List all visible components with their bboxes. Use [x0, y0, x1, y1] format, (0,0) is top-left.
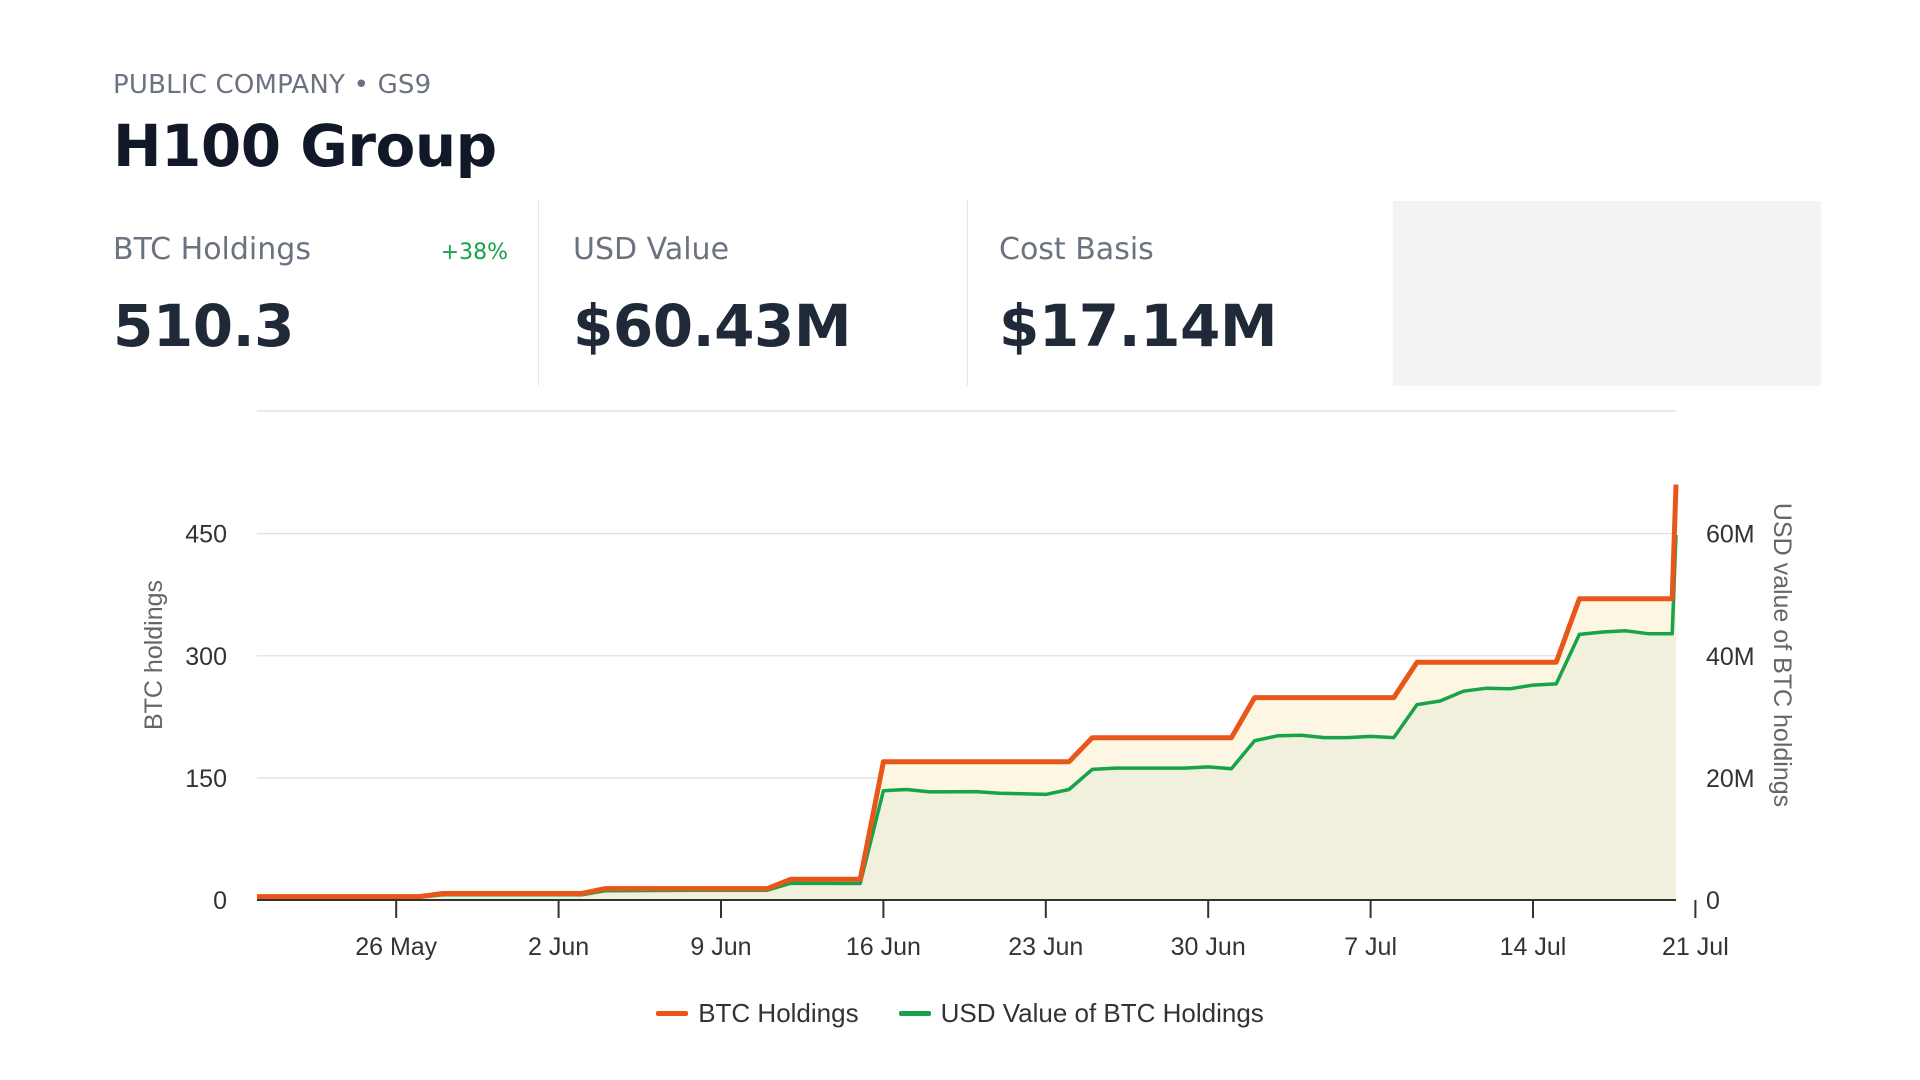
holdings-chart: 0 150 300 450 0 20M 40M 60M BTC holdings USD valu… [140, 410, 1796, 961]
legend-label-usd: USD Value of BTC Holdings [940, 998, 1264, 1028]
legend-item-btc-holdings[interactable]: BTC Holdings [656, 998, 859, 1029]
stat-cost-basis-label: Cost Basis [999, 232, 1154, 267]
y2-axis-title: USD value of BTC holdings [1768, 503, 1796, 807]
x-tick-label: 26 May [355, 933, 437, 961]
y2-tick-label: 0 [1706, 887, 1720, 915]
x-tick-label: 23 Jun [1008, 933, 1083, 961]
page-title: H100 Group [113, 112, 497, 180]
y-axis-title: BTC holdings [140, 580, 168, 730]
legend-label-btc: BTC Holdings [698, 998, 859, 1028]
stat-divider [967, 200, 968, 386]
x-tick-label: 2 Jun [528, 933, 589, 961]
stat-btc-holdings: BTC Holdings +38% 510.3 [113, 200, 538, 386]
stat-usd-value-value: $60.43M [573, 292, 852, 360]
usd-value-area [257, 534, 1676, 900]
y-tick-label: 0 [213, 887, 227, 915]
subtitle: PUBLIC COMPANY • GS9 [113, 70, 432, 100]
placeholder-panel [1393, 201, 1821, 386]
stat-usd-value: USD Value $60.43M [573, 200, 963, 386]
series-lines [257, 484, 1679, 900]
tick-labels: 0 150 300 450 0 20M 40M 60M BTC holdings USD valu… [140, 503, 1796, 961]
legend-item-usd-value[interactable]: USD Value of BTC Holdings [898, 998, 1264, 1029]
y2-tick-label: 40M [1706, 643, 1755, 671]
stat-cost-basis-value: $17.14M [999, 292, 1278, 360]
btc-holdings-line [257, 484, 1679, 900]
legend-swatch-usd [898, 1011, 931, 1016]
series-areas [257, 484, 1676, 900]
y-tick-label: 300 [185, 643, 227, 671]
x-tick-label: 16 Jun [846, 933, 921, 961]
y-tick-label: 450 [185, 521, 227, 549]
legend-swatch-btc [656, 1011, 689, 1016]
x-tick-label: 9 Jun [690, 933, 751, 961]
y2-tick-label: 60M [1706, 521, 1755, 549]
x-tick-label: 21 Jul [1662, 933, 1729, 961]
stat-divider [538, 200, 539, 386]
x-tick-label: 7 Jul [1344, 933, 1397, 961]
stat-btc-holdings-value: 510.3 [113, 292, 294, 360]
x-tick-label: 30 Jun [1171, 933, 1246, 961]
stat-cost-basis: Cost Basis $17.14M [999, 200, 1389, 386]
x-tick-label: 14 Jul [1500, 933, 1567, 961]
y-tick-label: 150 [185, 765, 227, 793]
stat-btc-holdings-label: BTC Holdings [113, 232, 311, 267]
chart-legend: BTC Holdings USD Value of BTC Holdings [0, 998, 1920, 1029]
y2-tick-label: 20M [1706, 765, 1755, 793]
axes [257, 899, 1697, 918]
stat-usd-value-label: USD Value [573, 232, 730, 267]
stat-btc-holdings-change: +38% [440, 240, 508, 265]
